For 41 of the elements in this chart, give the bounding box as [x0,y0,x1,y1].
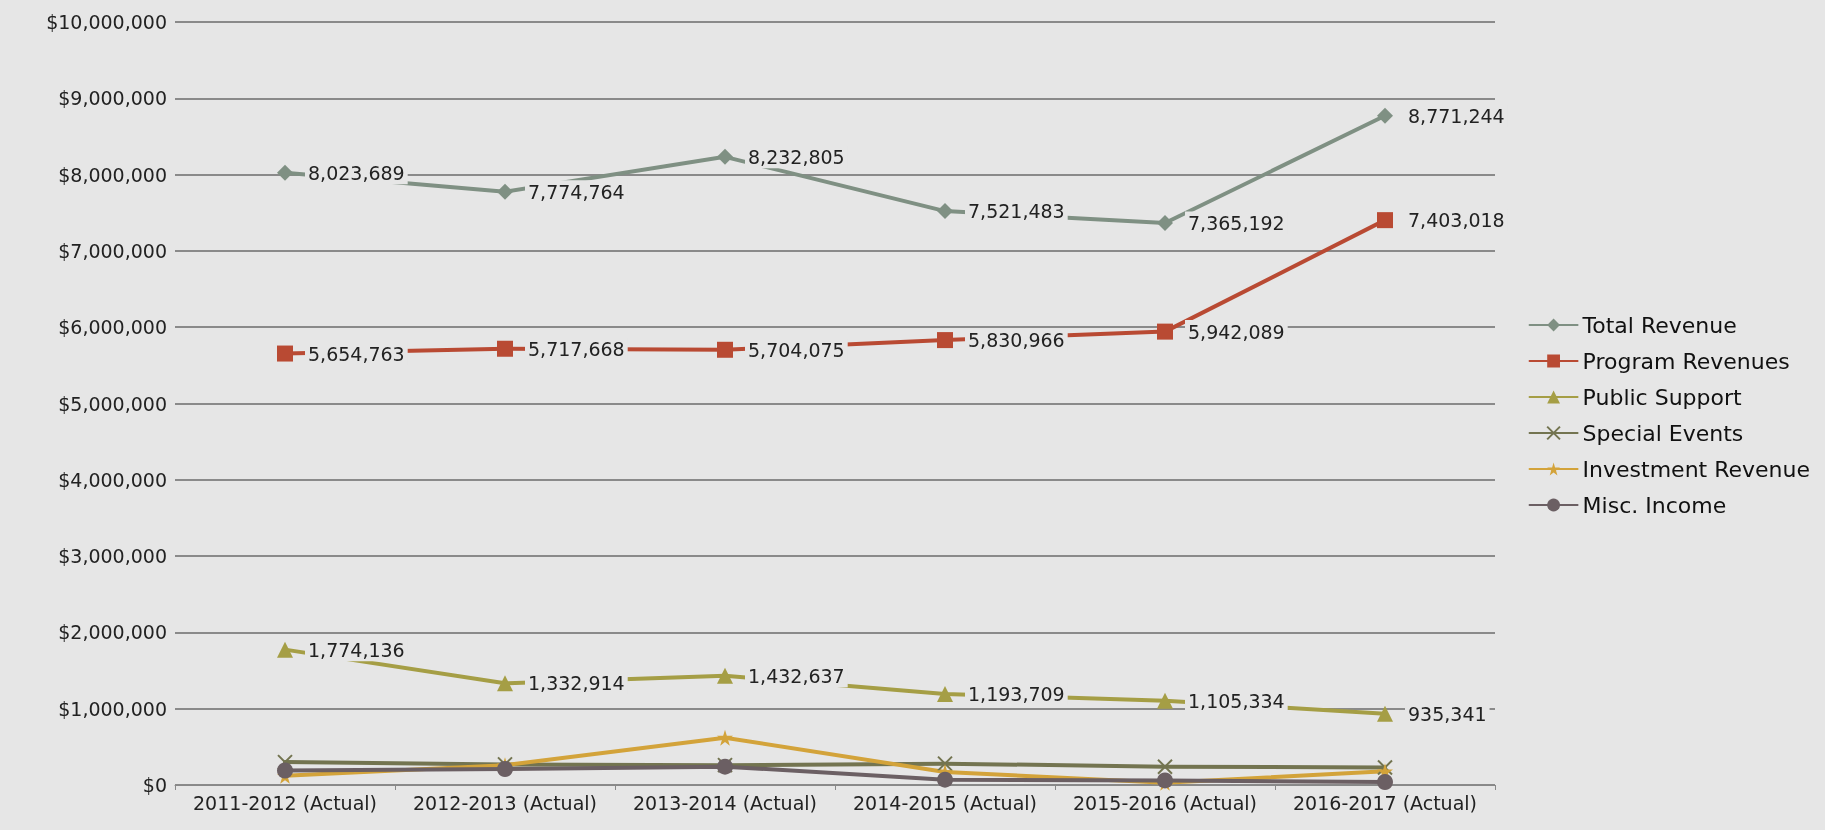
y-tick-label: $3,000,000 [58,545,167,568]
legend-label: Program Revenues [1582,348,1790,374]
y-tick-label: $4,000,000 [58,468,167,491]
data-label: 7,774,764 [528,180,625,203]
x-tick-label: 2012-2013 (Actual) [413,791,597,814]
legend-label: Public Support [1582,384,1743,410]
data-label: 8,023,689 [308,161,405,184]
y-tick-label: $5,000,000 [58,392,167,415]
y-tick-label: $2,000,000 [58,621,167,644]
legend-label: Special Events [1582,420,1744,446]
x-tick-label: 2011-2012 (Actual) [193,791,377,814]
x-tick-label: 2014-2015 (Actual) [853,791,1037,814]
data-label: 7,365,192 [1188,212,1285,235]
data-label: 8,771,244 [1408,104,1505,127]
legend-label: Total Revenue [1581,312,1737,338]
data-label: 8,232,805 [748,145,845,168]
legend-label: Misc. Income [1582,492,1727,518]
x-tick-label: 2016-2017 (Actual) [1293,791,1477,814]
y-tick-label: $10,000,000 [46,11,167,33]
y-tick-label: $6,000,000 [58,316,167,339]
data-label: 1,193,709 [968,682,1065,705]
data-label: 1,432,637 [748,664,845,687]
y-tick-label: $0 [142,774,167,796]
data-label: 1,105,334 [1188,689,1285,712]
data-label: 1,774,136 [308,638,405,661]
data-label: 5,942,089 [1188,320,1285,343]
x-tick-label: 2013-2014 (Actual) [633,791,817,814]
data-label: 5,717,668 [528,337,625,360]
data-label: 1,332,914 [528,672,625,695]
y-tick-label: $1,000,000 [58,697,167,720]
data-label: 5,654,763 [308,342,405,365]
x-tick-label: 2015-2016 (Actual) [1073,791,1257,814]
data-label: 5,830,966 [968,329,1065,352]
legend-label: Investment Revenue [1582,456,1811,482]
data-label: 5,704,075 [748,338,845,361]
y-tick-label: $8,000,000 [58,163,167,186]
data-label: 7,521,483 [968,200,1065,223]
data-label: 935,341 [1408,702,1487,725]
data-label: 7,403,018 [1408,209,1505,232]
y-tick-label: $9,000,000 [58,87,167,110]
y-tick-label: $7,000,000 [58,239,167,262]
